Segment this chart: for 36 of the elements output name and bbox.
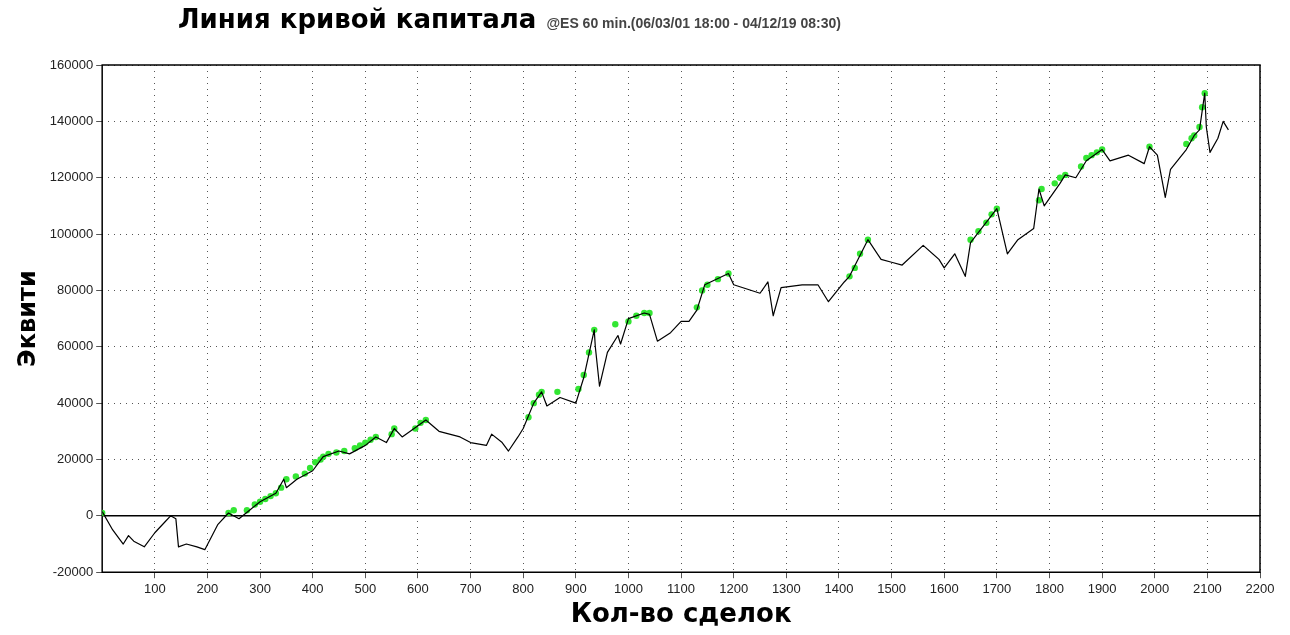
y-tick-label: 140000: [49, 112, 94, 128]
x-tick-label: 1600: [929, 580, 959, 596]
x-tick-label: 1400: [824, 580, 854, 596]
chart-subtitle: @ES 60 min.(06/03/01 18:00 - 04/12/19 08:30): [546, 15, 841, 31]
x-tick-label: 1800: [1035, 580, 1064, 596]
y-tick-label: 100000: [49, 225, 94, 241]
x-tick-label: 300: [249, 580, 271, 596]
y-tick-label: 160000: [49, 56, 94, 72]
chart-title: Линия кривой капитала: [178, 4, 537, 34]
x-tick-label: 900: [564, 580, 587, 596]
y-tick-label: 20000: [57, 451, 94, 467]
y-tick-label: -20000: [52, 563, 94, 579]
x-tick-label: 1500: [877, 580, 907, 596]
x-tick-label: 1000: [614, 580, 643, 596]
x-tick-label: 1700: [982, 580, 1012, 596]
y-tick-label: 120000: [49, 169, 94, 185]
x-tick-label: 500: [354, 580, 377, 596]
y-tick-label: 80000: [57, 282, 94, 297]
y-tick-label: 0: [85, 507, 94, 523]
x-tick-label: 2100: [1192, 580, 1222, 596]
x-tick-label: 600: [407, 580, 429, 596]
y-axis-title: Эквити: [12, 270, 41, 367]
x-tick-label: 200: [196, 580, 219, 596]
x-axis-title: Кол-во сделок: [570, 598, 792, 629]
x-tick-label: 2200: [1245, 580, 1275, 596]
x-tick-label: 2000: [1140, 580, 1170, 596]
x-tick-label: 800: [512, 580, 535, 596]
y-tick-label: 40000: [57, 394, 94, 410]
x-tick-label: 1100: [667, 580, 696, 596]
x-tick-label: 700: [459, 580, 482, 596]
y-tick-label: 60000: [57, 338, 94, 354]
x-tick-label: 100: [143, 580, 166, 596]
x-tick-label: 400: [301, 580, 324, 596]
x-tick-label: 1300: [771, 580, 801, 596]
x-tick-label: 1200: [719, 580, 749, 596]
x-tick-label: 1900: [1087, 580, 1117, 596]
